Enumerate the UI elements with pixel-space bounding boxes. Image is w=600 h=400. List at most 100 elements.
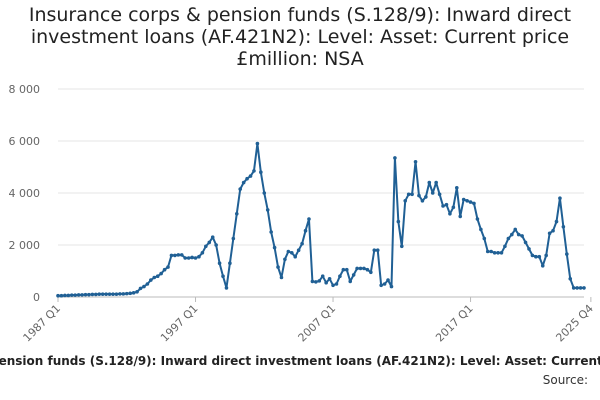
data-point [76, 293, 81, 297]
data-point [348, 279, 353, 284]
data-point [217, 261, 222, 266]
data-point [413, 160, 418, 164]
data-point [582, 286, 586, 290]
data-point [320, 274, 325, 279]
data-point [114, 292, 119, 296]
y-tick-label: 6 000 [9, 135, 41, 148]
data-point [571, 286, 576, 290]
source-note: Source: [542, 373, 588, 387]
series-line [58, 142, 584, 297]
data-point [166, 265, 170, 269]
data-point [578, 286, 583, 290]
data-point [155, 274, 160, 279]
data-point [324, 280, 328, 285]
data-point [496, 251, 500, 255]
data-point [289, 251, 294, 255]
data-point [506, 236, 511, 241]
data-point [293, 254, 298, 259]
data-point [69, 293, 74, 297]
data-point [540, 264, 545, 268]
data-point [434, 180, 438, 185]
data-point [252, 169, 256, 173]
data-point [516, 232, 521, 237]
data-point [265, 208, 270, 212]
data-point [228, 261, 232, 266]
data-point [183, 256, 188, 260]
data-point [296, 248, 301, 252]
y-tick-label: 4 000 [9, 187, 41, 200]
x-tick-label: 1997 Q1 [158, 302, 201, 345]
data-point [427, 180, 432, 185]
data-point [94, 292, 98, 297]
data-point [204, 244, 208, 249]
x-tick-label: 2007 Q1 [296, 302, 339, 345]
data-point [485, 249, 490, 254]
data-point [310, 279, 315, 284]
data-point [59, 293, 64, 298]
data-point [66, 293, 71, 298]
data-point [527, 247, 531, 251]
data-point [259, 170, 263, 174]
data-point [441, 204, 445, 208]
chart-title-line: investment loans (AF.421N2): Level: Asse… [30, 26, 570, 48]
data-point [276, 265, 280, 269]
data-point [149, 278, 153, 282]
data-point [365, 267, 370, 272]
data-point [138, 286, 143, 291]
data-point [451, 205, 456, 210]
data-point [104, 292, 108, 296]
axes: 0 2 000 4 000 6 000 8 000 1987 Q1 1997 Q1 2007 … [9, 83, 596, 344]
series-layer [56, 141, 586, 298]
data-point [430, 191, 435, 195]
data-point [510, 232, 514, 237]
data-point [379, 283, 383, 288]
data-point [331, 283, 335, 288]
data-point [193, 256, 198, 260]
data-point [241, 180, 246, 185]
data-point [565, 252, 569, 256]
x-tick-label: 2025 Q4 [553, 302, 596, 345]
data-point [118, 292, 122, 296]
data-point [537, 254, 542, 259]
data-point [159, 271, 163, 276]
data-point [375, 248, 380, 252]
data-point [355, 266, 359, 271]
data-point [73, 293, 77, 297]
chart-title-line: Insurance corps & pension funds (S.128/9… [28, 4, 572, 26]
data-point [479, 227, 483, 232]
data-point [327, 277, 332, 281]
data-point [351, 273, 356, 277]
data-point [358, 266, 363, 271]
data-point [307, 217, 311, 221]
data-point [534, 254, 538, 259]
data-point [63, 293, 67, 298]
data-point [568, 277, 573, 281]
data-point [145, 282, 150, 286]
data-point [83, 292, 88, 297]
data-point [197, 254, 201, 259]
data-point [382, 282, 387, 286]
data-point [396, 219, 401, 224]
data-point [444, 202, 449, 207]
legend: Insurance corps & pension funds (S.128/9… [0, 354, 600, 370]
data-point [231, 236, 236, 241]
data-point [234, 212, 239, 216]
data-point [142, 284, 146, 289]
data-point [468, 200, 473, 204]
data-point [558, 196, 562, 200]
y-tick-label: 8 000 [9, 83, 41, 96]
data-point [87, 292, 91, 297]
data-point [245, 176, 249, 181]
data-point [272, 245, 277, 250]
data-point [255, 141, 260, 146]
data-point [386, 278, 390, 282]
data-point [461, 197, 466, 202]
data-point [475, 217, 480, 221]
data-point [530, 253, 535, 258]
data-point [393, 156, 397, 160]
data-point [499, 251, 504, 255]
data-point [269, 230, 273, 234]
data-point [200, 251, 205, 255]
data-point [403, 199, 408, 203]
